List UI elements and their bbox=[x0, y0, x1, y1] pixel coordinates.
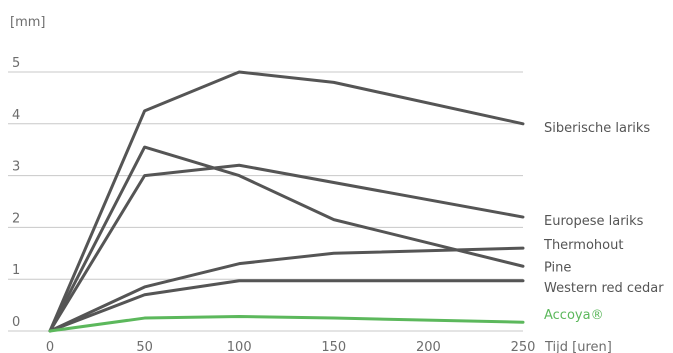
x-tick-label: 200 bbox=[416, 340, 441, 353]
series-line-accoya bbox=[48, 314, 525, 333]
y-tick-label: 1 bbox=[12, 263, 20, 278]
series-label-accoya: Accoya® bbox=[544, 308, 604, 323]
y-tick-label: 0 bbox=[12, 315, 20, 330]
series-label-thermohout: Thermohout bbox=[543, 238, 623, 253]
series-label-siberische-lariks: Siberische lariks bbox=[544, 121, 650, 136]
series-label-western-red-cedar: Western red cedar bbox=[544, 281, 664, 296]
series-label-europese-lariks: Europese lariks bbox=[544, 214, 644, 229]
series-line-thermohout bbox=[48, 246, 525, 333]
x-tick-label: 100 bbox=[227, 340, 252, 353]
series-line-europese-lariks bbox=[48, 163, 525, 333]
y-tick-label: 5 bbox=[12, 56, 20, 71]
series-line-pine bbox=[48, 145, 525, 333]
x-tick-label: 150 bbox=[321, 340, 346, 353]
y-tick-label: 3 bbox=[12, 160, 20, 175]
series-labels: Siberische lariks Europese lariks Thermoho… bbox=[543, 121, 664, 323]
y-axis-ticks: 0 1 2 3 4 5 bbox=[12, 56, 20, 330]
series bbox=[48, 70, 525, 333]
y-tick-label: 2 bbox=[12, 211, 20, 226]
y-tick-label: 4 bbox=[12, 108, 20, 123]
x-axis-ticks: 0 50 100 150 200 250 bbox=[46, 340, 536, 353]
y-unit-label: [mm] bbox=[10, 15, 45, 30]
x-tick-label: 250 bbox=[511, 340, 536, 353]
series-line-western-red-cedar bbox=[48, 279, 525, 333]
x-tick-label: 0 bbox=[46, 340, 54, 353]
series-label-pine: Pine bbox=[544, 260, 571, 275]
series-line-siberische-lariks bbox=[48, 70, 525, 333]
x-tick-label: 50 bbox=[136, 340, 153, 353]
x-axis-label: Tijd [uren] bbox=[544, 340, 612, 353]
